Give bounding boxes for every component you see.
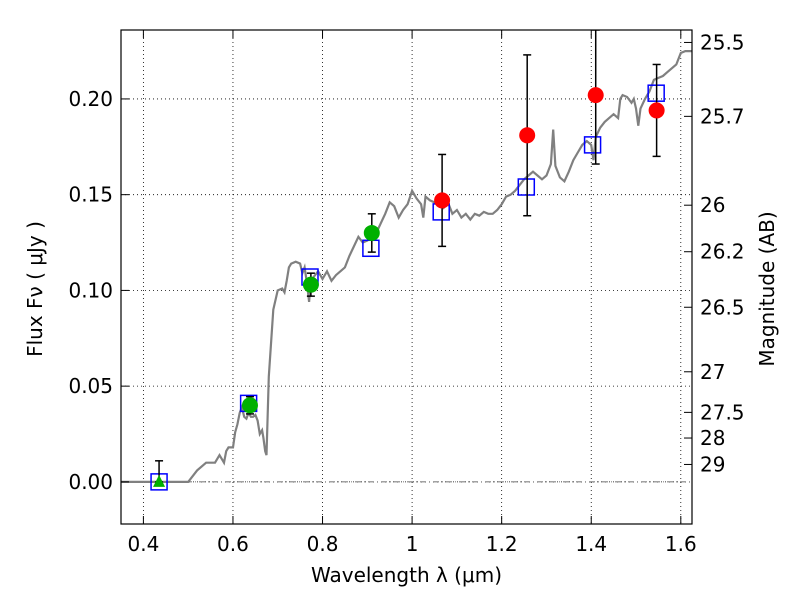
mag-tick-label: 25.5 [700,30,745,54]
mag-tick-label: 28 [700,426,725,450]
upper-limit-triangle [153,474,166,487]
optical-detection-point [302,276,319,293]
optical-detection-point [363,224,380,241]
nir-detection-point [519,127,536,144]
x-tick-label: 0.8 [307,532,339,556]
y-tick-label: 0.20 [68,87,113,111]
nir-detection-point [648,102,665,119]
mag-tick-label: 26 [700,193,725,217]
plot-frame [120,29,693,525]
x-tick-label: 1.4 [575,532,607,556]
x-tick-label: 1.2 [486,532,518,556]
mag-tick-label: 25.7 [700,104,745,128]
x-tick-label: 0.6 [217,532,249,556]
mag-tick-label: 27.5 [700,400,745,424]
y-tick-label: 0.00 [68,470,113,494]
mag-tick-label: 27 [700,360,725,384]
y-tick-label: 0.15 [68,183,113,207]
grid-lines [121,30,692,524]
mag-tick-label: 29 [700,452,725,476]
x-axis-title: Wavelength λ (μm) [311,563,502,587]
model-spectrum-line [121,50,692,483]
mag-tick-label: 26.2 [700,240,745,264]
data-layer [121,30,692,491]
model-flux-square [517,178,536,196]
magnitude-axis-title: Magnitude (AB) [755,211,779,366]
model-flux-square [583,136,602,154]
y-tick-label: 0.05 [68,374,113,398]
nir-detection-point [434,192,451,209]
axis-ticks: 0.4 0.6 0.8 1 1.2 1.4 1.6 0.00 0.05 0.10 0.15 0.20 2… [68,30,745,556]
x-tick-label: 1.6 [665,532,697,556]
y-axis-title: Flux Fν ( μJy ) [23,221,47,357]
y-tick-label: 0.10 [68,278,113,302]
mag-tick-label: 26.5 [700,295,745,319]
optical-detection-point [241,397,258,414]
nir-detection-point [587,87,604,104]
plot-area [121,30,692,491]
x-tick-label: 0.4 [127,532,159,556]
x-tick-label: 1 [406,532,419,556]
model-flux-square [362,239,380,258]
